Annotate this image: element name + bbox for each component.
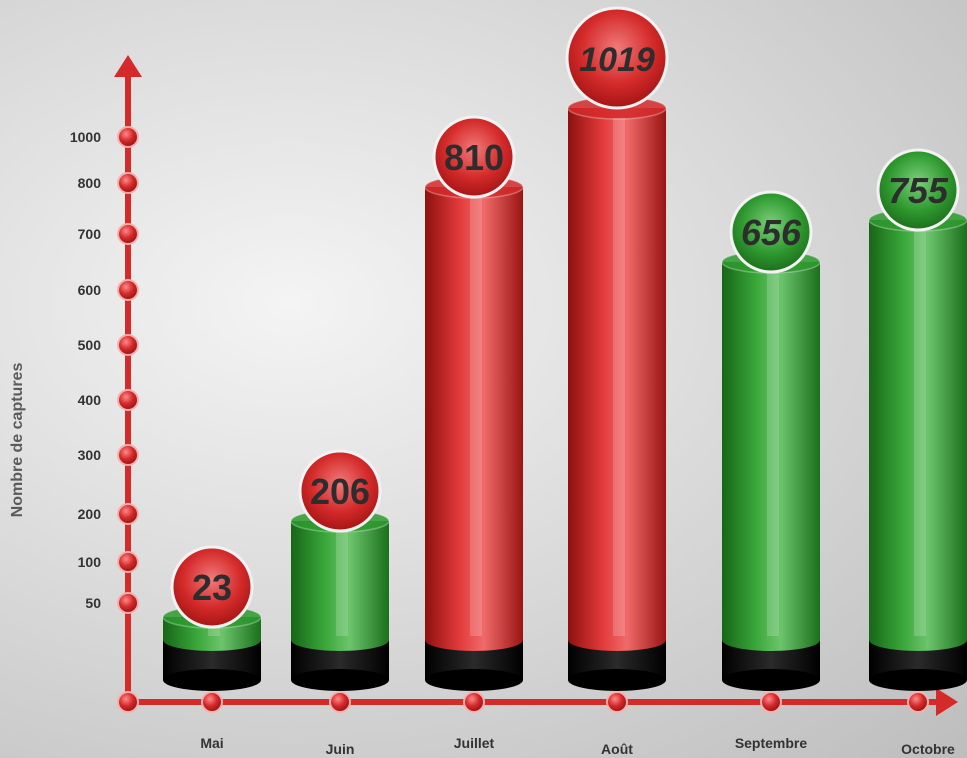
x-tick-label: Juin [326, 741, 355, 757]
data-label: 23 [170, 545, 254, 629]
y-tick-marker [117, 334, 139, 356]
x-tick-label: Juillet [454, 735, 495, 751]
y-tick-label: 700 [78, 226, 102, 242]
y-tick-label: 100 [78, 554, 102, 570]
y-tick-marker [117, 551, 139, 573]
data-label-text: 1019 [579, 41, 655, 79]
y-axis-label: Nombre de captures [9, 363, 26, 518]
bar [721, 250, 821, 691]
y-tick-marker [117, 444, 139, 466]
x-tick-marker [329, 691, 351, 713]
y-tick-label: 1000 [70, 129, 101, 145]
x-tick-marker [463, 691, 485, 713]
x-tick-label: Septembre [735, 735, 808, 751]
data-label: 656 [729, 190, 813, 274]
data-label-text: 656 [741, 212, 802, 253]
x-axis-arrow [936, 688, 958, 716]
origin-marker [117, 691, 139, 713]
data-label: 1019 [565, 6, 669, 110]
y-tick-label: 800 [78, 175, 102, 191]
y-tick-label: 600 [78, 282, 102, 298]
y-axis-arrow [114, 55, 142, 77]
data-label: 755 [876, 148, 960, 232]
y-tick-marker [117, 172, 139, 194]
x-tick-marker [606, 691, 628, 713]
bar [290, 509, 390, 691]
x-tick-label: Mai [200, 735, 223, 751]
y-tick-marker [117, 389, 139, 411]
x-tick-marker [907, 691, 929, 713]
data-label-text: 810 [444, 137, 504, 178]
y-tick-marker [117, 503, 139, 525]
x-tick-label: Août [601, 741, 633, 757]
x-tick-label: Octobre [901, 741, 955, 757]
y-tick-label: 500 [78, 337, 102, 353]
bar [868, 208, 967, 691]
bar [424, 175, 524, 691]
y-tick-marker [117, 592, 139, 614]
x-tick-marker [201, 691, 223, 713]
y-tick-label: 400 [78, 392, 102, 408]
y-tick-marker [117, 279, 139, 301]
data-label-text: 23 [192, 567, 232, 608]
y-tick-marker [117, 223, 139, 245]
bar [567, 96, 667, 691]
y-tick-label: 300 [78, 447, 102, 463]
x-tick-marker [760, 691, 782, 713]
data-label: 206 [298, 449, 382, 533]
y-tick-marker [117, 126, 139, 148]
y-tick-label: 50 [85, 595, 101, 611]
data-label-text: 755 [888, 170, 949, 211]
data-label-text: 206 [310, 471, 370, 512]
y-tick-label: 200 [78, 506, 102, 522]
data-label: 810 [432, 115, 516, 199]
